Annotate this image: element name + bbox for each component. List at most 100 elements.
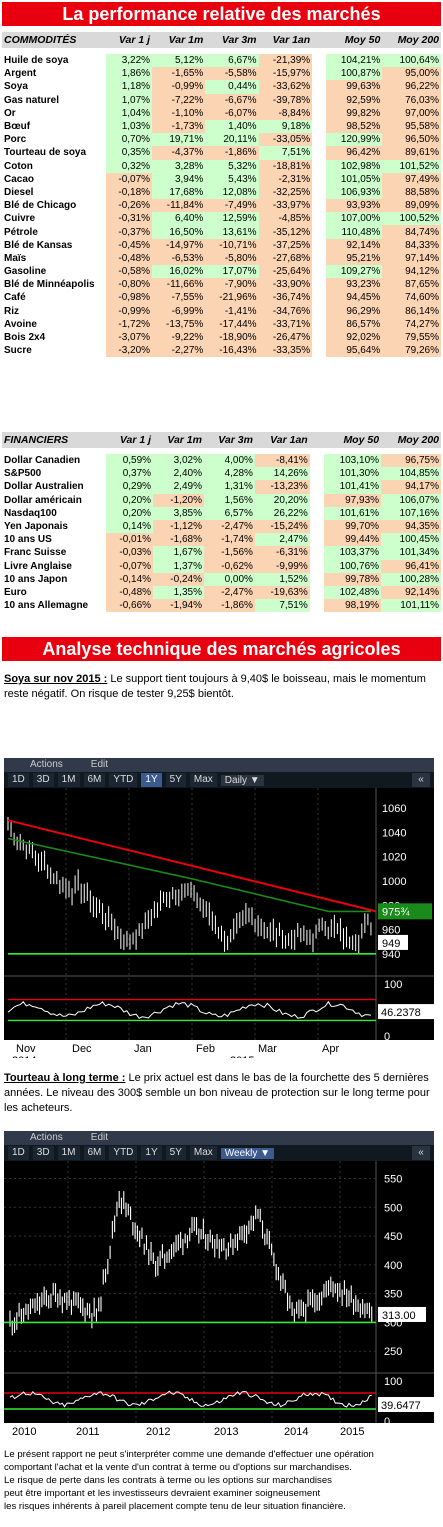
date-axis-bg [4, 1423, 434, 1438]
row-name: Nasdaq100 [4, 507, 57, 519]
value-cell: -35,12% [258, 225, 313, 239]
value-cell: -1,41% [205, 304, 259, 318]
value-cell: 95,64% [326, 344, 383, 358]
price-tick-label: 450 [384, 1231, 402, 1243]
value-cell: 96,42% [326, 146, 383, 160]
chart-menu-bar: Actions Edit [4, 1131, 434, 1145]
value-cell: -0,31% [106, 212, 153, 226]
value-cell: -3,07% [106, 330, 153, 345]
table-row: Coton 0,32% 3,28% 5,32% -18,81% 102,98% 101,52… [2, 159, 441, 173]
table-row: Euro -0,48% 1,35% -2,47% -19,63% 102,48% 92,14… [2, 585, 441, 600]
actions-menu[interactable]: Actions [30, 759, 63, 770]
row-name: Sucre [4, 345, 32, 357]
value-cell: -11,66% [152, 278, 206, 292]
range-button-1d[interactable]: 1D [8, 773, 29, 787]
column-header: Moy 50 [323, 432, 382, 448]
range-button-3d[interactable]: 3D [32, 1146, 54, 1160]
table-row: Porc 0,70% 19,71% 20,11% -33,05% 120,99% 96,50… [2, 133, 441, 147]
range-button-5y[interactable]: 5Y [165, 1146, 186, 1160]
value-cell: -0,18% [106, 185, 153, 200]
osc-tick-label: 0 [384, 1031, 390, 1043]
value-cell: -33,97% [258, 199, 313, 213]
value-cell: -1,94% [153, 599, 204, 613]
period-dropdown[interactable]: Weekly ▼ [220, 1147, 275, 1159]
financials-table: FINANCIERS Var 1 j Var 1m Var 3m Var 1an Moy … [2, 432, 441, 613]
osc-tick-label: 0 [384, 1416, 390, 1428]
value-cell: -13,23% [254, 480, 310, 494]
row-name: Cuivre [4, 213, 36, 225]
range-button-1y[interactable]: 1Y [141, 1146, 162, 1160]
value-cell: -1,72% [106, 317, 153, 331]
value-cell: 3,94% [152, 172, 206, 186]
value-cell: 100,87% [326, 67, 383, 81]
value-cell: -9,99% [254, 559, 310, 573]
value-cell: -0,80% [106, 278, 153, 292]
row-name: Soya [4, 81, 28, 93]
value-cell: 87,65% [382, 278, 441, 292]
value-cell: 3,85% [153, 506, 204, 520]
year-label: 2011 [76, 1426, 100, 1438]
value-cell: 106,07% [381, 493, 441, 507]
edit-menu[interactable]: Edit [90, 759, 109, 770]
column-header: Var 3m [203, 432, 255, 448]
value-cell: 103,37% [323, 546, 382, 560]
disclaimer-line: Le risque de perte dans les contrats à t… [4, 1475, 332, 1486]
table-row: Dollar américain 0,20% -1,20% 1,56% 20,20% 97… [2, 493, 441, 507]
value-cell: 1,18% [106, 80, 153, 94]
table-row: Pétrole -0,37% 16,50% 13,61% -35,12% 110,48% 8… [2, 225, 441, 239]
table-row: Bois 2x4 -3,07% -9,22% -18,90% -26,47% 92,02%… [2, 330, 441, 345]
range-button-max[interactable]: Max [189, 1146, 217, 1160]
osc-tick-label: 100 [384, 979, 402, 991]
range-button-1m[interactable]: 1M [57, 1146, 80, 1160]
value-cell: 6,67% [205, 54, 259, 68]
value-cell: 96,22% [382, 80, 441, 94]
value-cell: 86,14% [382, 304, 441, 318]
range-button-6m[interactable]: 6M [83, 773, 106, 787]
value-cell: 12,59% [205, 212, 259, 226]
value-cell: 0,00% [203, 572, 255, 586]
value-cell: -9,22% [152, 330, 206, 345]
value-cell: 20,11% [205, 133, 259, 147]
range-button-1m[interactable]: 1M [57, 773, 80, 787]
value-cell: -1,86% [203, 599, 255, 613]
value-cell: 5,43% [205, 172, 259, 186]
collapse-icon[interactable]: « [412, 1146, 430, 1160]
edit-menu[interactable]: Edit [90, 1132, 109, 1143]
value-cell: -27,68% [258, 251, 313, 265]
value-cell: 86,57% [326, 317, 383, 331]
value-cell: -0,03% [106, 546, 154, 560]
range-toolbar: 1D 3D 1M 6M YTD 1Y 5Y Max Daily ▼ « [4, 772, 434, 788]
range-toolbar: 1D 3D 1M 6M YTD 1Y 5Y Max Weekly ▼ « [4, 1145, 434, 1161]
value-cell: -2,31% [258, 172, 313, 186]
value-cell: 0,32% [106, 159, 153, 173]
collapse-icon[interactable]: « [412, 773, 430, 787]
range-button-max[interactable]: Max [189, 773, 217, 787]
value-cell: 0,70% [106, 133, 153, 147]
range-button-1d[interactable]: 1D [8, 1146, 29, 1160]
range-button-5y[interactable]: 5Y [165, 773, 186, 787]
table-row: Riz -0,99% -6,99% -1,41% -34,76% 96,29% 86,14% [2, 304, 441, 318]
value-cell: 84,74% [382, 225, 441, 239]
range-button-1y[interactable]: 1Y [141, 773, 162, 787]
range-button-3d[interactable]: 3D [32, 773, 54, 787]
value-cell: 0,37% [106, 467, 154, 481]
actions-menu[interactable]: Actions [30, 1132, 63, 1143]
range-button-ytd[interactable]: YTD [109, 773, 138, 787]
range-button-6m[interactable]: 6M [83, 1146, 106, 1160]
table-row: Blé de Minnéapolis -0,80% -11,66% -7,90% -33… [2, 278, 441, 292]
value-cell: -25,64% [258, 265, 313, 279]
value-cell: -13,75% [152, 317, 206, 331]
period-dropdown[interactable]: Daily ▼ [220, 774, 264, 786]
table-row: Avoine -1,72% -13,75% -17,44% -33,71% 86,57% 7… [2, 317, 441, 331]
value-cell: 101,34% [381, 546, 441, 560]
table-row: S&P500 0,37% 2,40% 4,28% 14,26% 101,30% 104,85… [2, 467, 441, 481]
last-price-badge [378, 934, 408, 950]
value-cell: 2,40% [153, 467, 204, 481]
price-tick-label: 940 [382, 949, 400, 961]
value-cell: 0,59% [106, 454, 154, 468]
column-header: Var 3m [205, 32, 259, 48]
row-name: Blé de Chicago [4, 200, 77, 212]
range-button-ytd[interactable]: YTD [109, 1146, 138, 1160]
price-tick-label: 550 [384, 1174, 402, 1186]
row-name: Blé de Minnéapolis [4, 279, 95, 291]
